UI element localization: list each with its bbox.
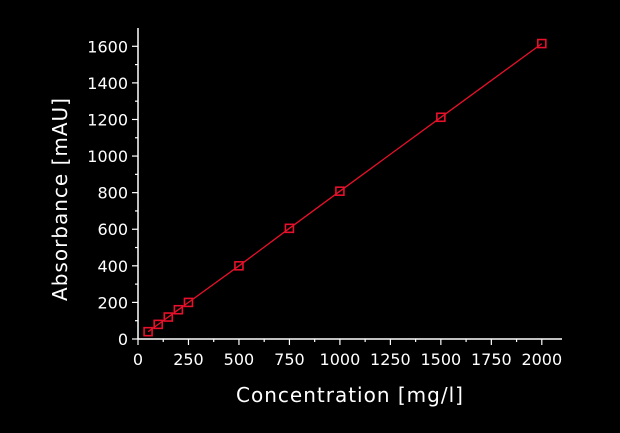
x-tick-label: 250 (173, 350, 204, 369)
y-tick-label: 400 (97, 257, 128, 276)
x-tick-label: 0 (133, 350, 143, 369)
x-tick-label: 500 (224, 350, 255, 369)
y-ticks: 0 200 400 600 800 1000 1200 1400 1600 (87, 37, 138, 349)
x-tick-label: 1750 (471, 350, 512, 369)
x-tick-label: 750 (274, 350, 305, 369)
y-tick-label: 800 (97, 184, 128, 203)
x-ticks: 0 250 500 750 1000 1250 1500 1750 2000 (133, 339, 562, 369)
data-point (284, 223, 295, 234)
data-point (183, 297, 194, 308)
y-tick-label: 1600 (87, 37, 128, 56)
y-tick-label: 0 (118, 330, 128, 349)
y-tick-label: 200 (97, 293, 128, 312)
data-point (153, 319, 163, 330)
x-tick-label: 2000 (521, 350, 562, 369)
data-point (163, 312, 174, 322)
y-axis-title: Absorbance [mAU] (48, 97, 72, 301)
series-line (147, 43, 543, 333)
data-point (173, 304, 184, 315)
y-tick-label: 1400 (87, 74, 128, 93)
data-point (143, 326, 153, 337)
x-axis-title: Concentration [mg/l] (236, 383, 464, 407)
data-point (436, 112, 446, 123)
y-axis: 0 200 400 600 800 1000 1200 1400 1600 (87, 28, 139, 349)
x-tick-label: 1000 (320, 350, 361, 369)
y-tick-label: 1000 (87, 147, 128, 166)
series-layer (143, 38, 547, 337)
data-point (537, 38, 547, 49)
y-tick-label: 600 (97, 220, 128, 239)
y-tick-label: 1200 (87, 110, 128, 129)
x-tick-label: 1250 (370, 350, 411, 369)
data-point (234, 261, 244, 271)
data-point (335, 186, 345, 196)
x-axis: 0 250 500 750 1000 1250 1500 1750 2000 (133, 338, 562, 369)
x-tick-label: 1500 (420, 350, 461, 369)
